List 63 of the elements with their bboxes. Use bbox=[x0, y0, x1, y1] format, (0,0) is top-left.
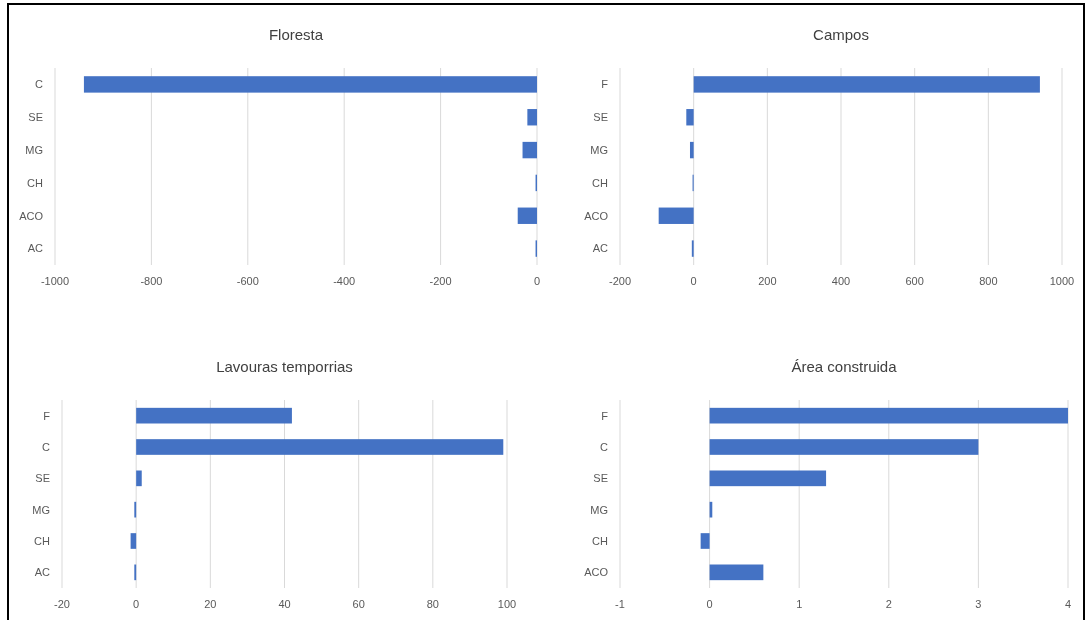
y-tick-label: F bbox=[601, 78, 609, 91]
x-tick-label: 1000 bbox=[1049, 275, 1075, 287]
x-tick-label: 60 bbox=[352, 598, 365, 610]
y-tick-label: MG bbox=[32, 503, 50, 516]
x-tick-label: 0 bbox=[706, 598, 713, 610]
y-tick-label: F bbox=[601, 409, 609, 422]
bar bbox=[709, 407, 1068, 424]
y-tick-label: SE bbox=[593, 111, 608, 124]
x-tick-label: 400 bbox=[831, 275, 851, 287]
y-tick-label: ACO bbox=[584, 566, 609, 579]
chart-title: Campos bbox=[813, 26, 869, 43]
x-tick-label: -400 bbox=[333, 275, 356, 287]
bar bbox=[709, 564, 764, 581]
y-tick-label: C bbox=[35, 78, 44, 91]
y-tick-label: CH bbox=[34, 534, 51, 547]
y-tick-label: F bbox=[43, 409, 51, 422]
y-tick-label: AC bbox=[34, 566, 51, 579]
y-tick-label: AC bbox=[27, 242, 44, 255]
y-tick-label: MG bbox=[590, 143, 608, 156]
x-tick-label: 4 bbox=[1064, 598, 1072, 610]
bar bbox=[136, 407, 292, 424]
x-tick-label: -600 bbox=[236, 275, 259, 287]
y-tick-label: MG bbox=[590, 503, 608, 516]
y-tick-label: CH bbox=[27, 176, 44, 189]
x-tick-label: 0 bbox=[533, 275, 541, 287]
x-tick-label: 1 bbox=[796, 598, 803, 610]
bar bbox=[136, 470, 142, 487]
x-tick-label: 0 bbox=[690, 275, 697, 287]
x-tick-label: 80 bbox=[426, 598, 439, 610]
bar bbox=[709, 470, 827, 487]
y-tick-label: CH bbox=[592, 534, 609, 547]
x-tick-label: 800 bbox=[979, 275, 998, 287]
x-tick-label: -1 bbox=[615, 598, 625, 610]
y-tick-label: C bbox=[42, 440, 51, 453]
x-tick-label: 0 bbox=[133, 598, 140, 610]
x-tick-label: 3 bbox=[975, 598, 982, 610]
y-tick-label: ACO bbox=[19, 209, 44, 222]
x-tick-label: 20 bbox=[204, 598, 217, 610]
y-tick-label: SE bbox=[35, 472, 50, 485]
x-tick-label: -800 bbox=[140, 275, 163, 287]
x-tick-label: 40 bbox=[278, 598, 291, 610]
chart-title: Área construida bbox=[791, 358, 898, 375]
x-tick-label: 100 bbox=[497, 598, 517, 610]
x-tick-label: -200 bbox=[429, 275, 452, 287]
y-tick-label: C bbox=[600, 440, 609, 453]
y-tick-label: MG bbox=[25, 143, 43, 156]
x-tick-label: -200 bbox=[608, 275, 632, 287]
bar bbox=[700, 533, 710, 549]
x-tick-label: -1000 bbox=[40, 275, 70, 287]
y-tick-label: SE bbox=[28, 111, 43, 124]
chart-title: Lavouras temporrias bbox=[216, 358, 353, 375]
bar bbox=[709, 439, 979, 455]
x-tick-label: 200 bbox=[758, 275, 777, 287]
x-tick-label: 2 bbox=[885, 598, 892, 610]
y-tick-label: AC bbox=[592, 242, 609, 255]
y-tick-label: SE bbox=[593, 472, 608, 485]
x-tick-label: -20 bbox=[54, 598, 70, 610]
bar bbox=[130, 533, 137, 549]
bar bbox=[136, 439, 504, 455]
y-tick-label: CH bbox=[592, 176, 609, 189]
x-tick-label: 600 bbox=[905, 275, 924, 287]
y-tick-label: ACO bbox=[584, 209, 609, 222]
chart-title: Floresta bbox=[268, 26, 324, 43]
